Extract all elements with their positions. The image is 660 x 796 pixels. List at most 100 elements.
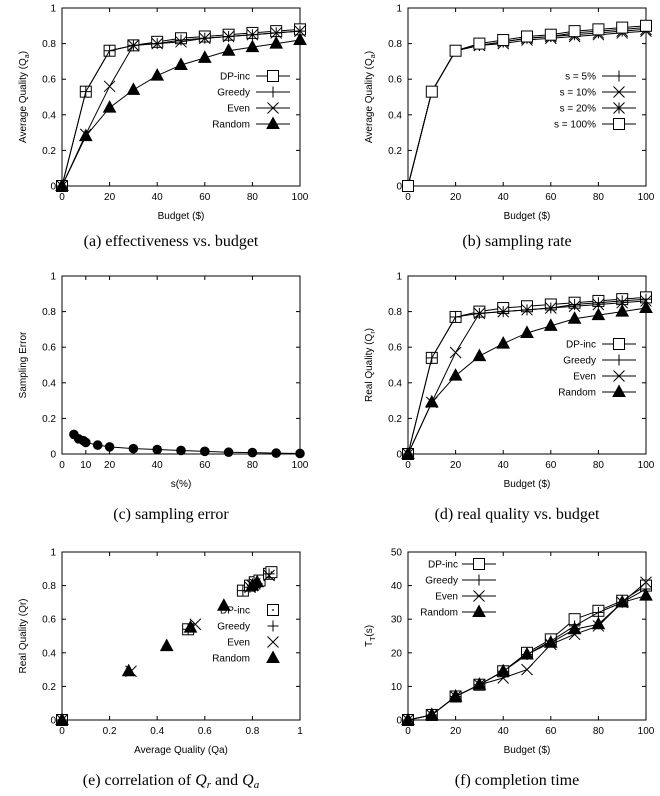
legend-label: Random [212,654,250,665]
data-point [402,180,414,192]
series-s-100- [402,19,652,192]
data-point [592,23,605,36]
data-point [473,307,486,320]
data-point [174,57,188,70]
legend-marker [613,118,625,130]
data-point [81,437,91,448]
legend: DP-inc Greedy Even Random [212,70,290,131]
legend-marker [267,636,279,648]
legend-label: Greedy [563,356,596,367]
x-tick-label: 60 [545,192,557,203]
data-point [520,325,534,338]
data-point [222,30,235,43]
data-point [150,68,165,81]
legend-label: s = 100% [554,120,596,131]
x-tick-label: 20 [450,192,462,203]
legend-label: Even [573,372,596,383]
legend-label: DP-inc [566,340,596,351]
y-axis-label: TT(s) [364,625,377,647]
y-tick-label: 0.6 [388,343,402,354]
legend-marker [613,338,625,350]
y-tick-label: 0.4 [42,110,56,121]
data-point [265,566,278,579]
data-point [448,688,463,702]
legend: DP-inc Greedy Even Random [558,338,636,399]
legend-marker [267,102,279,114]
data-point [269,36,284,49]
y-axis-label: Average Quality (Qa) [364,51,377,143]
chart-panel-4: 0 20 40 60 80 100 0 0.2 0.4 0.6 0.8 1 Budget ($) Real… [364,272,655,491]
legend-marker [267,620,279,632]
data-point [78,128,93,142]
x-tick-label: 40 [152,192,164,203]
legend-label: Greedy [425,576,458,587]
data-point [425,85,438,98]
legend-label: Random [558,388,596,399]
y-tick-label: 0.4 [388,110,402,121]
data-point [104,442,115,452]
data-point [294,25,306,37]
y-axis-label: Average Quality (Qa) [18,51,31,143]
data-point [497,34,510,47]
chart-panel-6: 0 20 40 60 80 100 0 10 20 30 40 50 Budget ($) TT(s) DP… [364,548,655,757]
legend-label: Greedy [217,88,250,99]
series-random [55,574,265,725]
y-axis-label: Real Quality (Qr) [18,598,29,673]
legend-marker [266,650,280,663]
x-tick-label: 80 [593,460,605,471]
x-tick-label: 20 [450,460,462,471]
y-tick-label: 0.4 [42,378,56,389]
legend-label: s = 5% [565,72,596,83]
data-point [473,37,486,50]
x-tick-label: 100 [292,192,309,203]
series-line [407,30,647,187]
data-point [472,677,487,690]
y-tick-label: 0.6 [388,75,402,86]
data-point [639,300,653,314]
x-tick-label: 0 [59,460,65,471]
legend-label: Greedy [217,622,250,633]
y-axis-label: Sampling Error [18,331,29,398]
data-point [198,32,211,45]
data-point [544,302,557,314]
figure-caption: (e) correlation of Qr and Qa [83,772,260,791]
data-point [247,447,258,458]
data-point [221,43,236,56]
data-point [568,300,581,313]
y-tick-label: 40 [391,581,403,592]
legend-marker [473,590,485,602]
data-point [104,45,116,57]
y-tick-label: 0 [50,716,56,727]
data-point [591,307,606,321]
x-axis-label: Budget ($) [504,745,551,756]
data-point [197,50,212,63]
chart-panel-2: 0 20 40 60 80 100 0 0.2 0.4 0.6 0.8 1 Budget ($) Aver… [364,4,655,223]
plot-frame [407,551,647,721]
y-axis-label: Real Quality (Qr) [364,328,377,402]
data-point [200,446,210,457]
y-tick-label: 0.2 [42,414,56,425]
data-point [567,621,582,635]
series-s-5- [402,22,652,192]
data-point [126,82,141,95]
series-line [407,300,647,455]
x-tick-label: 1 [297,726,303,737]
data-point [543,635,558,648]
figure-caption: (b) sampling rate [462,233,571,250]
data-point [616,296,629,309]
data-point [293,32,307,46]
figure-caption: (f) completion time [455,772,579,789]
x-axis-label: Budget ($) [158,211,205,222]
series-line [407,27,647,187]
legend-marker [472,604,486,617]
y-tick-label: 0.8 [42,39,56,50]
x-tick-label: 10 [80,460,92,471]
data-point [544,28,557,41]
data-point [448,368,463,381]
data-point [424,394,439,408]
x-tick-label: 100 [292,460,309,471]
x-tick-label: 0.4 [150,726,164,737]
x-tick-label: 0.8 [245,726,259,737]
x-tick-label: 80 [593,192,605,203]
series-1 [69,429,305,459]
